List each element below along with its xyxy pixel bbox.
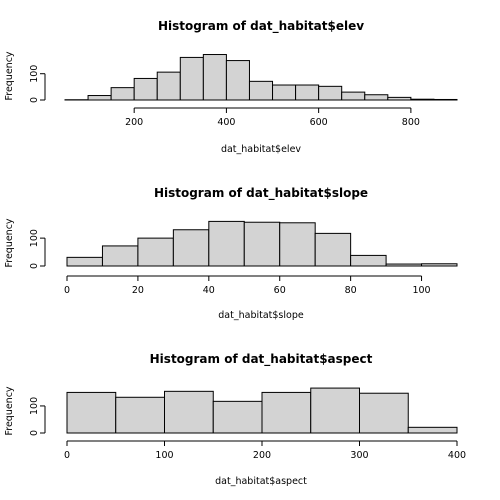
elev-bar: [225, 60, 250, 101]
slope-y-axis-label: Frequency: [4, 218, 15, 267]
elev-bar: [156, 71, 181, 101]
aspect-x-axis-label: dat_habitat$aspect: [215, 476, 307, 487]
elev-x-tick-label: 200: [125, 117, 143, 128]
slope-y-tick-label: 100: [29, 229, 40, 247]
elev-bar: [272, 84, 297, 101]
slope-x-tick-label: 40: [203, 285, 215, 296]
aspect-y-tick-label: 100: [29, 397, 40, 415]
aspect-bar: [164, 390, 214, 434]
slope-x-tick-label: 80: [345, 285, 357, 296]
elev-y-tick-label: 100: [29, 65, 40, 83]
elev-bar: [248, 80, 274, 101]
slope-bar: [385, 263, 423, 267]
elev-bar: [318, 85, 343, 101]
aspect-bar: [115, 396, 165, 434]
slope-histogram-panel: Histogram of dat_habitat$slope dat_habit…: [4, 186, 458, 321]
elev-histogram-panel: Histogram of dat_habitat$elev dat_habita…: [4, 19, 458, 155]
elev-y-axis-label: Frequency: [4, 51, 15, 100]
slope-x-axis: 0 20 40 60 80 100: [64, 275, 431, 296]
slope-x-axis-label: dat_habitat$slope: [218, 310, 304, 321]
elev-y-tick-label: 0: [29, 97, 40, 103]
aspect-x-tick-label: 200: [253, 450, 271, 461]
slope-bar: [243, 221, 281, 267]
aspect-y-axis-label: Frequency: [4, 386, 15, 435]
aspect-y-axis: 0 100: [29, 397, 46, 436]
slope-x-tick-label: 100: [412, 285, 430, 296]
aspect-x-axis: 0 100 200 300 400: [64, 440, 466, 461]
elev-x-tick-label: 600: [310, 117, 328, 128]
slope-bar: [137, 237, 174, 267]
elev-x-axis-label: dat_habitat$elev: [221, 144, 301, 155]
aspect-bars: [66, 387, 458, 434]
slope-bar: [279, 222, 316, 267]
elev-x-tick-label: 800: [402, 117, 420, 128]
aspect-bar: [359, 392, 409, 434]
aspect-bar: [261, 391, 312, 434]
elev-bars: [64, 54, 458, 101]
slope-x-tick-label: 0: [64, 285, 70, 296]
slope-bar: [172, 229, 210, 267]
slope-bar: [421, 263, 458, 267]
elev-bar: [364, 94, 389, 101]
aspect-x-tick-label: 300: [350, 450, 368, 461]
aspect-x-tick-label: 0: [64, 450, 70, 461]
slope-bar: [101, 245, 139, 267]
slope-bars: [66, 220, 458, 267]
elev-bar: [133, 77, 158, 101]
slope-bar: [208, 220, 245, 267]
aspect-x-tick-label: 400: [448, 450, 466, 461]
elev-bar: [433, 98, 458, 101]
aspect-bar: [212, 400, 263, 434]
aspect-x-tick-label: 100: [155, 450, 173, 461]
elev-x-tick-label: 400: [217, 117, 235, 128]
elev-x-axis: 200 400 600 800: [125, 107, 420, 128]
elev-bar: [110, 87, 135, 101]
aspect-y-tick-label: 0: [29, 430, 40, 436]
aspect-histogram-panel: Histogram of dat_habitat$aspect dat_habi…: [4, 352, 466, 487]
aspect-bar: [66, 391, 117, 434]
aspect-bar: [407, 426, 458, 434]
elev-bar: [341, 91, 366, 101]
slope-y-tick-label: 0: [29, 263, 40, 269]
aspect-histogram-title: Histogram of dat_habitat$aspect: [150, 352, 373, 367]
slope-histogram-title: Histogram of dat_habitat$slope: [154, 186, 368, 201]
aspect-bar: [310, 387, 360, 434]
elev-bar: [202, 54, 227, 101]
elev-y-axis: 0 100: [29, 65, 46, 103]
elev-bar: [179, 56, 204, 101]
slope-y-axis: 0 100: [29, 229, 46, 269]
elev-bar: [410, 98, 435, 101]
elev-bar: [387, 96, 412, 101]
elev-histogram-title: Histogram of dat_habitat$elev: [158, 19, 364, 34]
slope-x-tick-label: 20: [132, 285, 144, 296]
slope-bar: [350, 254, 387, 267]
elev-bar: [87, 95, 112, 101]
slope-bar: [66, 256, 103, 267]
elev-bar: [295, 84, 320, 101]
slope-x-tick-label: 60: [274, 285, 286, 296]
slope-bar: [314, 232, 352, 267]
